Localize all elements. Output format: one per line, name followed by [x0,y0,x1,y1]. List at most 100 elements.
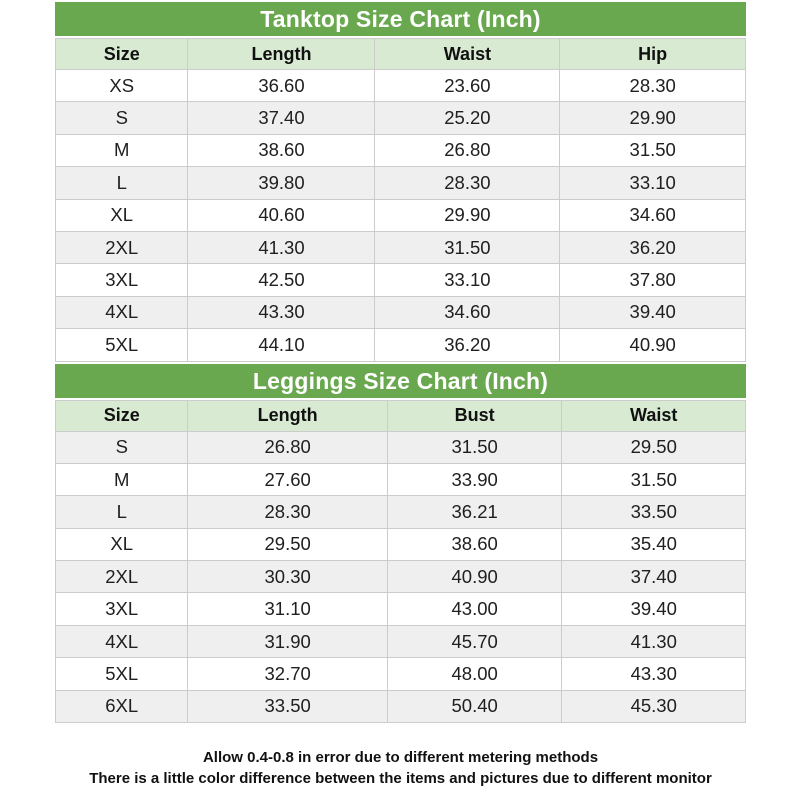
column-header-waist: Waist [374,38,561,70]
leggings-size-chart: Leggings Size Chart (Inch) Size Length B… [54,363,746,724]
waist-cell: 31.50 [561,462,746,497]
waist-cell: 28.30 [374,166,561,200]
size-cell: 4XL [54,624,189,659]
leggings-chart-title: Leggings Size Chart (Inch) [55,363,746,398]
bust-cell: 31.50 [386,430,563,464]
header-row: Size Length Waist Hip [54,38,746,70]
size-cell: XL [54,527,189,562]
length-cell: 26.80 [187,430,388,464]
table-row: 5XL 44.10 36.20 40.90 [54,328,746,362]
table-row: 2XL 30.30 40.90 37.40 [54,560,746,594]
table-row: L 39.80 28.30 33.10 [54,166,746,200]
size-cell: S [54,430,189,464]
length-cell: 37.40 [187,101,376,135]
table-row: 4XL 43.30 34.60 39.40 [54,295,746,330]
tanktop-chart-title: Tanktop Size Chart (Inch) [55,2,746,36]
waist-cell: 37.40 [561,560,746,594]
waist-cell: 41.30 [561,624,746,659]
waist-cell: 33.10 [374,263,561,297]
waist-cell: 31.50 [374,230,561,265]
length-cell: 30.30 [187,560,388,594]
column-header-bust: Bust [386,399,563,432]
table-row: S 26.80 31.50 29.50 [54,430,746,464]
length-cell: 43.30 [187,295,376,330]
size-cell: M [54,133,189,168]
size-chart-sheet: Tanktop Size Chart (Inch) Size Length Wa… [54,2,746,789]
column-header-length: Length [187,399,388,432]
length-cell: 39.80 [187,166,376,200]
table-row: XL 40.60 29.90 34.60 [54,198,746,232]
bust-cell: 40.90 [386,560,563,594]
table-row: XS 36.60 23.60 28.30 [54,68,746,103]
hip-cell: 33.10 [559,166,746,200]
hip-cell: 31.50 [559,133,746,168]
size-cell: 4XL [54,295,189,330]
length-cell: 40.60 [187,198,376,232]
length-cell: 42.50 [187,263,376,297]
table-row: M 38.60 26.80 31.50 [54,133,746,168]
waist-cell: 26.80 [374,133,561,168]
bust-cell: 43.00 [386,592,563,626]
column-header-hip: Hip [559,38,746,70]
size-cell: 2XL [54,230,189,265]
waist-cell: 29.90 [374,198,561,232]
hip-cell: 28.30 [559,68,746,103]
table-row: 3XL 42.50 33.10 37.80 [54,263,746,297]
waist-cell: 33.50 [561,495,746,529]
table-row: 2XL 41.30 31.50 36.20 [54,230,746,265]
size-cell: 6XL [54,689,189,724]
waist-cell: 25.20 [374,101,561,135]
size-cell: XS [54,68,189,103]
footer-note-line2: There is a little color difference betwe… [89,770,712,788]
length-cell: 27.60 [187,462,388,497]
bust-cell: 36.21 [386,495,563,529]
waist-cell: 29.50 [561,430,746,464]
size-cell: L [54,495,189,529]
size-cell: 2XL [54,560,189,594]
size-cell: 3XL [54,592,189,626]
length-cell: 32.70 [187,657,388,691]
hip-cell: 39.40 [559,295,746,330]
waist-cell: 43.30 [561,657,746,691]
size-cell: L [54,166,189,200]
bust-cell: 45.70 [386,624,563,659]
footer-notes: Allow 0.4-0.8 in error due to different … [55,747,746,789]
length-cell: 33.50 [187,689,388,724]
waist-cell: 34.60 [374,295,561,330]
bust-cell: 48.00 [386,657,563,691]
length-cell: 44.10 [187,328,376,362]
length-cell: 29.50 [187,527,388,562]
table-row: 5XL 32.70 48.00 43.30 [54,657,746,691]
size-cell: 3XL [54,263,189,297]
waist-cell: 35.40 [561,527,746,562]
size-cell: XL [54,198,189,232]
column-header-length: Length [187,38,376,70]
table-row: 4XL 31.90 45.70 41.30 [54,624,746,659]
table-row: L 28.30 36.21 33.50 [54,495,746,529]
table-row: 3XL 31.10 43.00 39.40 [54,592,746,626]
column-header-size: Size [54,38,189,70]
hip-cell: 40.90 [559,328,746,362]
length-cell: 31.10 [187,592,388,626]
waist-cell: 39.40 [561,592,746,626]
leggings-size-table: Size Length Bust Waist S 26.80 31.50 29.50 … [54,399,746,724]
header-row: Size Length Bust Waist [54,399,746,432]
length-cell: 41.30 [187,230,376,265]
bust-cell: 38.60 [386,527,563,562]
bust-cell: 33.90 [386,462,563,497]
waist-cell: 23.60 [374,68,561,103]
length-cell: 31.90 [187,624,388,659]
hip-cell: 37.80 [559,263,746,297]
waist-cell: 36.20 [374,328,561,362]
size-cell: 5XL [54,328,189,362]
hip-cell: 34.60 [559,198,746,232]
length-cell: 38.60 [187,133,376,168]
column-header-waist: Waist [561,399,746,432]
tanktop-size-table: Size Length Waist Hip XS 36.60 23.60 28.30 … [54,38,746,362]
table-row: S 37.40 25.20 29.90 [54,101,746,135]
table-row: M 27.60 33.90 31.50 [54,462,746,497]
tanktop-size-chart: Tanktop Size Chart (Inch) Size Length Wa… [54,2,746,362]
footer-note-line1: Allow 0.4-0.8 in error due to different … [202,749,599,767]
bust-cell: 50.40 [386,689,563,724]
